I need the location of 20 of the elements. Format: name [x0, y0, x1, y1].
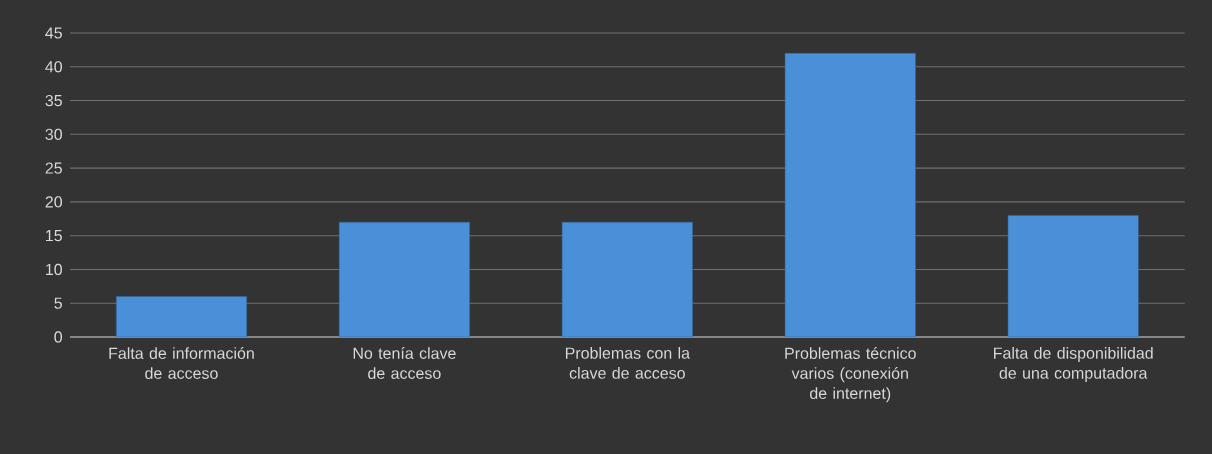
y-tick-label: 25	[45, 162, 62, 174]
y-tick-label: 45	[45, 27, 62, 39]
y-tick-label: 20	[45, 196, 63, 208]
x-tick-label: No tenía clave de acceso	[353, 347, 456, 379]
x-tick-label: Problemas con la clave de acceso	[565, 347, 690, 379]
y-tick-label: 40	[45, 61, 63, 73]
bar	[784, 53, 916, 337]
x-tick-label: Falta de información de acceso	[109, 347, 254, 379]
y-tick-label: 15	[46, 230, 62, 242]
bar	[116, 296, 247, 337]
x-tick-label: Problemas técnico varios (conexión de internet)	[785, 347, 916, 403]
y-tick-label: 0	[54, 331, 63, 343]
bar	[338, 221, 470, 337]
y-tick-label: 35	[45, 94, 62, 107]
y-tick-label: 30	[45, 128, 63, 140]
y-tick-label: 5	[54, 297, 62, 309]
x-tick-label: Falta de disponibilidad de una computadora	[994, 347, 1153, 382]
bar	[561, 221, 693, 337]
bar	[1007, 215, 1139, 337]
y-tick-label: 10	[46, 263, 63, 276]
